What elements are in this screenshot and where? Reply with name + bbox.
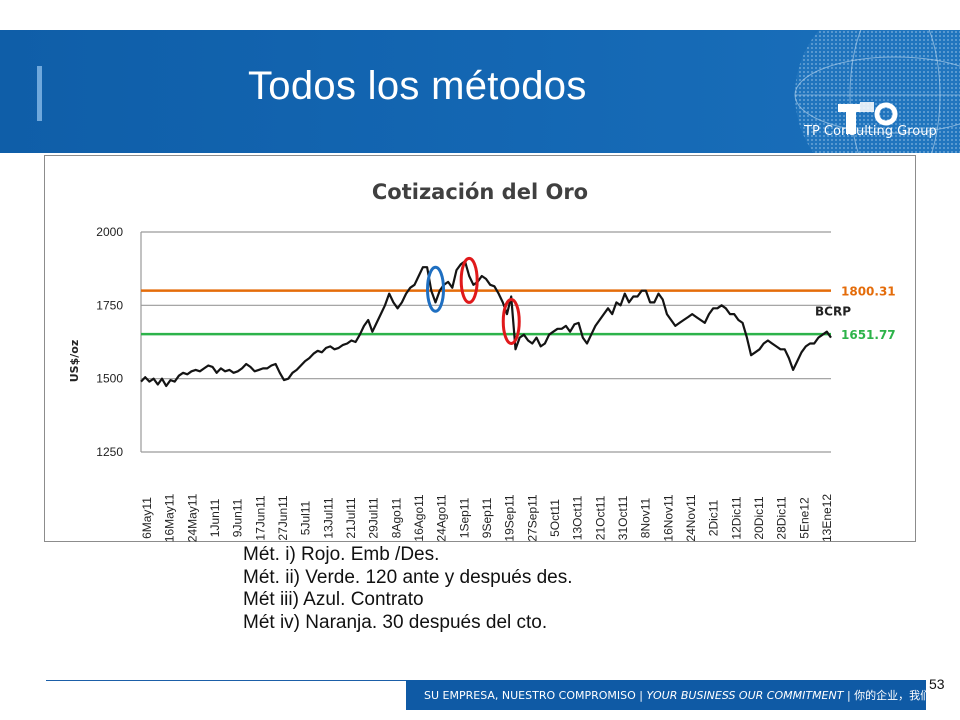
x-tick-label: 8Ago11 <box>389 497 403 538</box>
note-line: Mét iv) Naranja. 30 después del cto. <box>243 611 548 633</box>
x-tick-label: 20Dic11 <box>752 496 766 539</box>
company-name: TP Consulting Group <box>804 124 937 139</box>
x-tick-label: 21Oct11 <box>593 495 607 540</box>
x-tick-label: 1Jun11 <box>208 498 222 537</box>
x-tick-label: 31Oct11 <box>616 495 630 540</box>
footer-tagline: SU EMPRESA, NUESTRO COMPROMISO | YOUR BU… <box>406 680 960 710</box>
x-tick-label: 13Oct11 <box>571 495 585 540</box>
x-tick-label: 24May11 <box>185 493 199 542</box>
footer-separator: | <box>635 688 647 702</box>
method-notes: Mét. i) Rojo. Emb /Des. Mét. ii) Verde. … <box>243 544 573 634</box>
series-label: BCRP <box>815 305 851 319</box>
x-tick-label: 8Nov11 <box>639 497 653 538</box>
x-tick-label: 27Sep11 <box>525 494 539 541</box>
x-tick-label: 29Jul11 <box>367 497 381 538</box>
reference-line-label: 1651.77 <box>841 328 896 342</box>
x-tick-label: 21Jul11 <box>344 497 358 538</box>
gold-price-chart: Cotización del Oro US$/oz 1250 1500 1750 20… <box>44 155 916 542</box>
x-tick-label: 9Sep11 <box>480 497 494 538</box>
y-tick-label: 2000 <box>96 225 123 239</box>
x-tick-label: 5Ene12 <box>797 497 811 539</box>
footer-english: YOUR BUSINESS OUR COMMITMENT <box>646 688 844 702</box>
x-tick-label: 24Nov11 <box>684 494 698 541</box>
title-accent-bar <box>37 66 42 121</box>
grid-layer <box>140 231 831 453</box>
tp-logo-icon <box>838 102 898 134</box>
x-tick-label: 16Nov11 <box>661 494 675 541</box>
x-tick-label: 2Dic11 <box>707 499 721 536</box>
series-line <box>140 260 832 388</box>
x-tick-label: 6May11 <box>140 497 154 539</box>
slide-header: Todos los métodos <box>0 30 960 153</box>
x-tick-label: 27Jun11 <box>276 495 290 540</box>
y-tick-label: 1250 <box>96 445 123 459</box>
chart-title: Cotización del Oro <box>372 180 588 204</box>
globe-icon <box>794 30 960 153</box>
x-tick-label: 5Jul11 <box>299 500 313 535</box>
y-tick-label: 1500 <box>96 372 123 386</box>
annotation-ellipse <box>501 297 521 345</box>
x-tick-label: 28Dic11 <box>775 496 789 539</box>
x-tick-label: 12Dic11 <box>729 496 743 539</box>
y-tick-labels: 1250 1500 1750 2000 <box>96 225 123 459</box>
reference-line-label: 1800.31 <box>841 285 896 299</box>
series-layer: BCRP <box>140 260 851 388</box>
note-line: Mét. ii) Verde. 120 ante y después des. <box>243 566 573 588</box>
page-number: 53 <box>929 676 945 692</box>
y-axis-label: US$/oz <box>68 340 81 383</box>
note-line: Mét iii) Azul. Contrato <box>243 589 424 610</box>
annotation-layer <box>426 256 521 345</box>
annotation-ellipse <box>426 265 446 313</box>
footer-spanish: SU EMPRESA, NUESTRO COMPROMISO <box>424 688 636 702</box>
x-tick-label: 9Jun11 <box>231 498 245 537</box>
x-tick-label: 13Jul11 <box>321 497 335 538</box>
x-tick-label: 16Ago11 <box>412 494 426 541</box>
x-tick-label: 1Sep11 <box>457 497 471 538</box>
x-tick-label: 16May11 <box>163 493 177 542</box>
footer-chinese: 你的企业，我们的承诺 <box>854 689 960 702</box>
x-tick-label: 24Ago11 <box>435 494 449 541</box>
x-tick-label: 19Sep11 <box>503 494 517 541</box>
x-tick-label: 5Oct11 <box>548 499 562 537</box>
slide-title: Todos los métodos <box>248 64 587 108</box>
x-tick-labels: 6May11 16May11 24May11 1Jun11 9Jun11 17Jun11 2… <box>140 493 834 542</box>
note-line: Mét. i) Rojo. Emb /Des. <box>243 544 440 565</box>
chart-canvas: Cotización del Oro US$/oz 1250 1500 1750 20… <box>68 180 896 542</box>
footer-separator: | <box>843 688 855 702</box>
x-tick-label: 17Jun11 <box>253 495 267 540</box>
x-tick-label: 13Ene12 <box>820 494 834 542</box>
y-tick-label: 1750 <box>96 298 123 312</box>
annotation-ellipse <box>459 256 479 304</box>
reference-lines: 1800.31 1651.77 <box>141 285 896 342</box>
